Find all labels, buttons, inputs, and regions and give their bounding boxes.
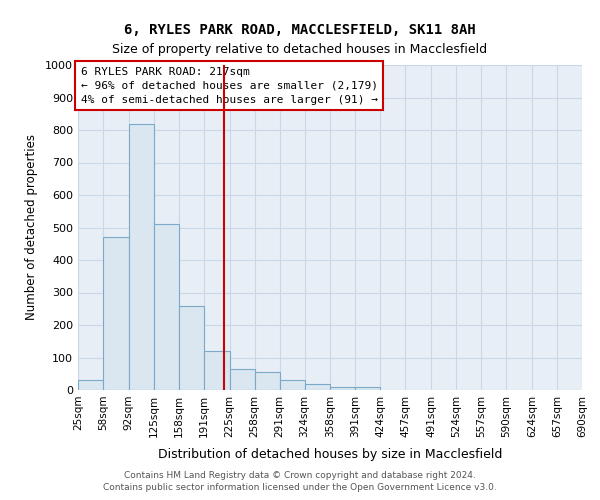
- Bar: [331, 387, 355, 390]
- Bar: [355, 387, 380, 390]
- Text: Contains public sector information licensed under the Open Government Licence v3: Contains public sector information licen…: [103, 483, 497, 492]
- Bar: [280, 380, 305, 390]
- Bar: [204, 351, 230, 390]
- Bar: [129, 124, 154, 390]
- Text: Contains HM Land Registry data © Crown copyright and database right 2024.: Contains HM Land Registry data © Crown c…: [124, 470, 476, 480]
- Text: 6 RYLES PARK ROAD: 217sqm
← 96% of detached houses are smaller (2,179)
4% of sem: 6 RYLES PARK ROAD: 217sqm ← 96% of detac…: [80, 66, 377, 104]
- Bar: [230, 369, 254, 390]
- Y-axis label: Number of detached properties: Number of detached properties: [25, 134, 38, 320]
- Bar: [78, 380, 103, 390]
- Bar: [103, 238, 129, 390]
- Bar: [254, 372, 280, 390]
- Text: Size of property relative to detached houses in Macclesfield: Size of property relative to detached ho…: [112, 42, 488, 56]
- Bar: [179, 306, 204, 390]
- Bar: [305, 384, 331, 390]
- X-axis label: Distribution of detached houses by size in Macclesfield: Distribution of detached houses by size …: [158, 448, 502, 461]
- Bar: [154, 224, 179, 390]
- Text: 6, RYLES PARK ROAD, MACCLESFIELD, SK11 8AH: 6, RYLES PARK ROAD, MACCLESFIELD, SK11 8…: [124, 22, 476, 36]
